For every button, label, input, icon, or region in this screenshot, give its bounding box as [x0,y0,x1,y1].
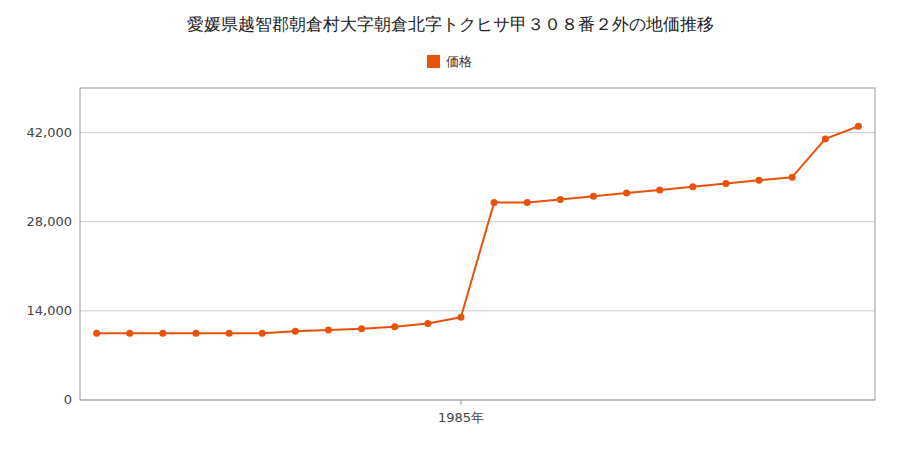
legend-label: 価格 [446,54,472,69]
legend: 価格 [427,54,472,69]
marker [126,330,133,337]
y-tick-label: 14,000 [27,303,73,318]
marker [656,186,663,193]
grid [80,133,875,400]
marker [192,330,199,337]
marker [424,320,431,327]
marker [822,135,829,142]
marker [557,196,564,203]
chart: 愛媛県越智郡朝倉村大字朝倉北字トクヒサ甲３０８番２外の地価推移 0 14,000 28… [0,0,900,450]
line [97,126,859,333]
y-tick-label: 42,000 [27,125,73,140]
marker [159,330,166,337]
x-tick [460,400,461,405]
marker [292,328,299,335]
legend-swatch [427,55,440,68]
marker [590,193,597,200]
marker [689,183,696,190]
y-tick-label: 0 [64,392,72,407]
marker [722,180,729,187]
marker [226,330,233,337]
grid-line [80,132,875,133]
marker [259,330,266,337]
grid-line [80,221,875,222]
marker [457,314,464,321]
title: 愛媛県越智郡朝倉村大字朝倉北字トクヒサ甲３０８番２外の地価推移 [187,14,714,34]
grid-line [80,310,875,311]
marker [93,330,100,337]
marker [756,177,763,184]
marker [491,199,498,206]
y-tick-label: 28,000 [27,214,73,229]
plot-frame [80,88,875,400]
x-tick-label: 1985年 [438,410,484,425]
plot-area [93,123,862,337]
marker [358,325,365,332]
marker [855,123,862,130]
marker [623,190,630,197]
marker [391,323,398,330]
background [0,0,900,450]
marker [325,326,332,333]
marker [524,199,531,206]
marker [789,174,796,181]
